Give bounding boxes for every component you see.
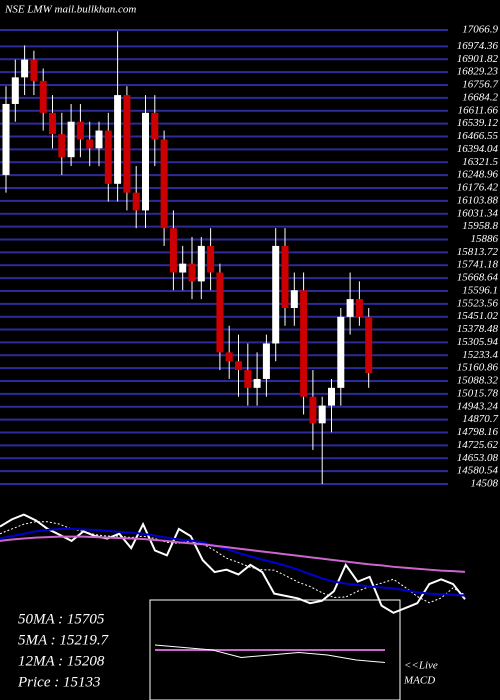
candle-body <box>76 121 84 140</box>
y-tick-label: 17066.9 <box>462 24 498 36</box>
candle-body <box>281 245 289 308</box>
candle-body <box>49 112 56 135</box>
candle-body <box>309 396 317 424</box>
y-tick-label: 14870.7 <box>462 413 498 425</box>
y-tick-label: 16103.88 <box>457 194 499 206</box>
candle-body <box>11 77 19 104</box>
y-tick-label: 15958.8 <box>462 220 498 232</box>
candle-body <box>244 370 252 388</box>
candle-body <box>67 121 75 158</box>
info-label: 50MA : 15705 <box>18 611 105 627</box>
candle-body <box>253 378 261 388</box>
candle-body <box>225 352 233 362</box>
info-label: 5MA : 15219.7 <box>18 632 110 648</box>
candle-body <box>272 245 280 344</box>
candle-body <box>86 139 94 149</box>
y-tick-label: 16031.34 <box>457 207 499 219</box>
candle-body <box>21 59 29 78</box>
candle-body <box>216 272 224 353</box>
candle-body <box>123 95 131 193</box>
y-tick-label: 15233.4 <box>462 349 498 361</box>
candle-body <box>290 290 298 308</box>
y-tick-label: 14943.24 <box>457 400 499 412</box>
candle-body <box>179 263 187 273</box>
candle-body <box>207 245 215 273</box>
candle-body <box>188 263 196 282</box>
candle-body <box>197 245 205 282</box>
candle-body <box>114 95 122 184</box>
candle-body <box>95 130 103 149</box>
candle-body <box>346 299 354 317</box>
y-tick-label: 14580.54 <box>457 465 499 477</box>
y-tick-label: 16466.55 <box>457 130 499 142</box>
y-tick-label: 15741.18 <box>457 259 499 271</box>
y-tick-label: 15305.94 <box>457 336 499 348</box>
y-tick-label: 16321.5 <box>462 156 498 168</box>
y-tick-label: 15886 <box>471 233 499 245</box>
y-tick-label: 15596.1 <box>462 284 498 296</box>
macd-line <box>154 644 386 663</box>
y-tick-label: 14798.16 <box>457 426 499 438</box>
y-tick-label: 15451.02 <box>457 310 499 322</box>
candle-body <box>2 103 10 175</box>
y-tick-label: 16756.7 <box>462 79 498 91</box>
y-tick-label: 16248.96 <box>457 169 499 181</box>
y-tick-label: 15378.48 <box>457 323 499 335</box>
y-tick-label: 16829.23 <box>457 66 499 78</box>
candle-body <box>58 134 66 158</box>
candle-body <box>262 343 270 379</box>
candle-body <box>169 228 177 273</box>
y-tick-label: 16394.04 <box>457 143 499 155</box>
y-tick-label: 16684.2 <box>462 91 498 103</box>
candle-body <box>39 80 47 113</box>
candle-body <box>337 316 345 388</box>
candle-body <box>151 112 159 140</box>
y-tick-label: 14508 <box>471 478 499 490</box>
y-tick-label: 15088.32 <box>457 375 499 387</box>
macd-label: MACD <box>403 675 435 687</box>
y-tick-label: 16611.66 <box>458 104 499 116</box>
y-tick-label: 16974.36 <box>457 40 499 52</box>
candle-body <box>132 192 140 211</box>
candle-body <box>104 130 112 184</box>
y-tick-label: 15015.78 <box>457 387 499 399</box>
candle-body <box>300 290 308 397</box>
candle-body <box>355 299 363 317</box>
y-tick-label: 15523.56 <box>457 297 499 309</box>
y-tick-label: 15160.86 <box>457 362 499 374</box>
info-label: 12MA : 15208 <box>18 653 105 669</box>
live-label: <<Live <box>404 660 438 672</box>
candle-body <box>160 139 168 229</box>
chart-title: NSE LMW mail.bullkhan.com <box>4 4 136 16</box>
candle-body <box>365 316 373 374</box>
y-tick-label: 14725.62 <box>457 439 499 451</box>
candle-body <box>318 405 326 424</box>
candle-body <box>235 361 242 371</box>
y-tick-label: 15668.64 <box>457 272 499 284</box>
candle-body <box>30 59 38 81</box>
y-tick-label: 16901.82 <box>457 53 499 65</box>
y-tick-label: 15813.72 <box>457 246 499 258</box>
y-tick-label: 16176.42 <box>457 182 499 194</box>
info-label: Price : 15133 <box>17 674 100 690</box>
candle-body <box>142 112 149 211</box>
y-tick-label: 16539.12 <box>457 117 499 129</box>
y-tick-label: 14653.08 <box>457 452 499 464</box>
ma-line <box>0 535 466 573</box>
candle-body <box>328 387 335 406</box>
ma-line <box>0 527 466 597</box>
